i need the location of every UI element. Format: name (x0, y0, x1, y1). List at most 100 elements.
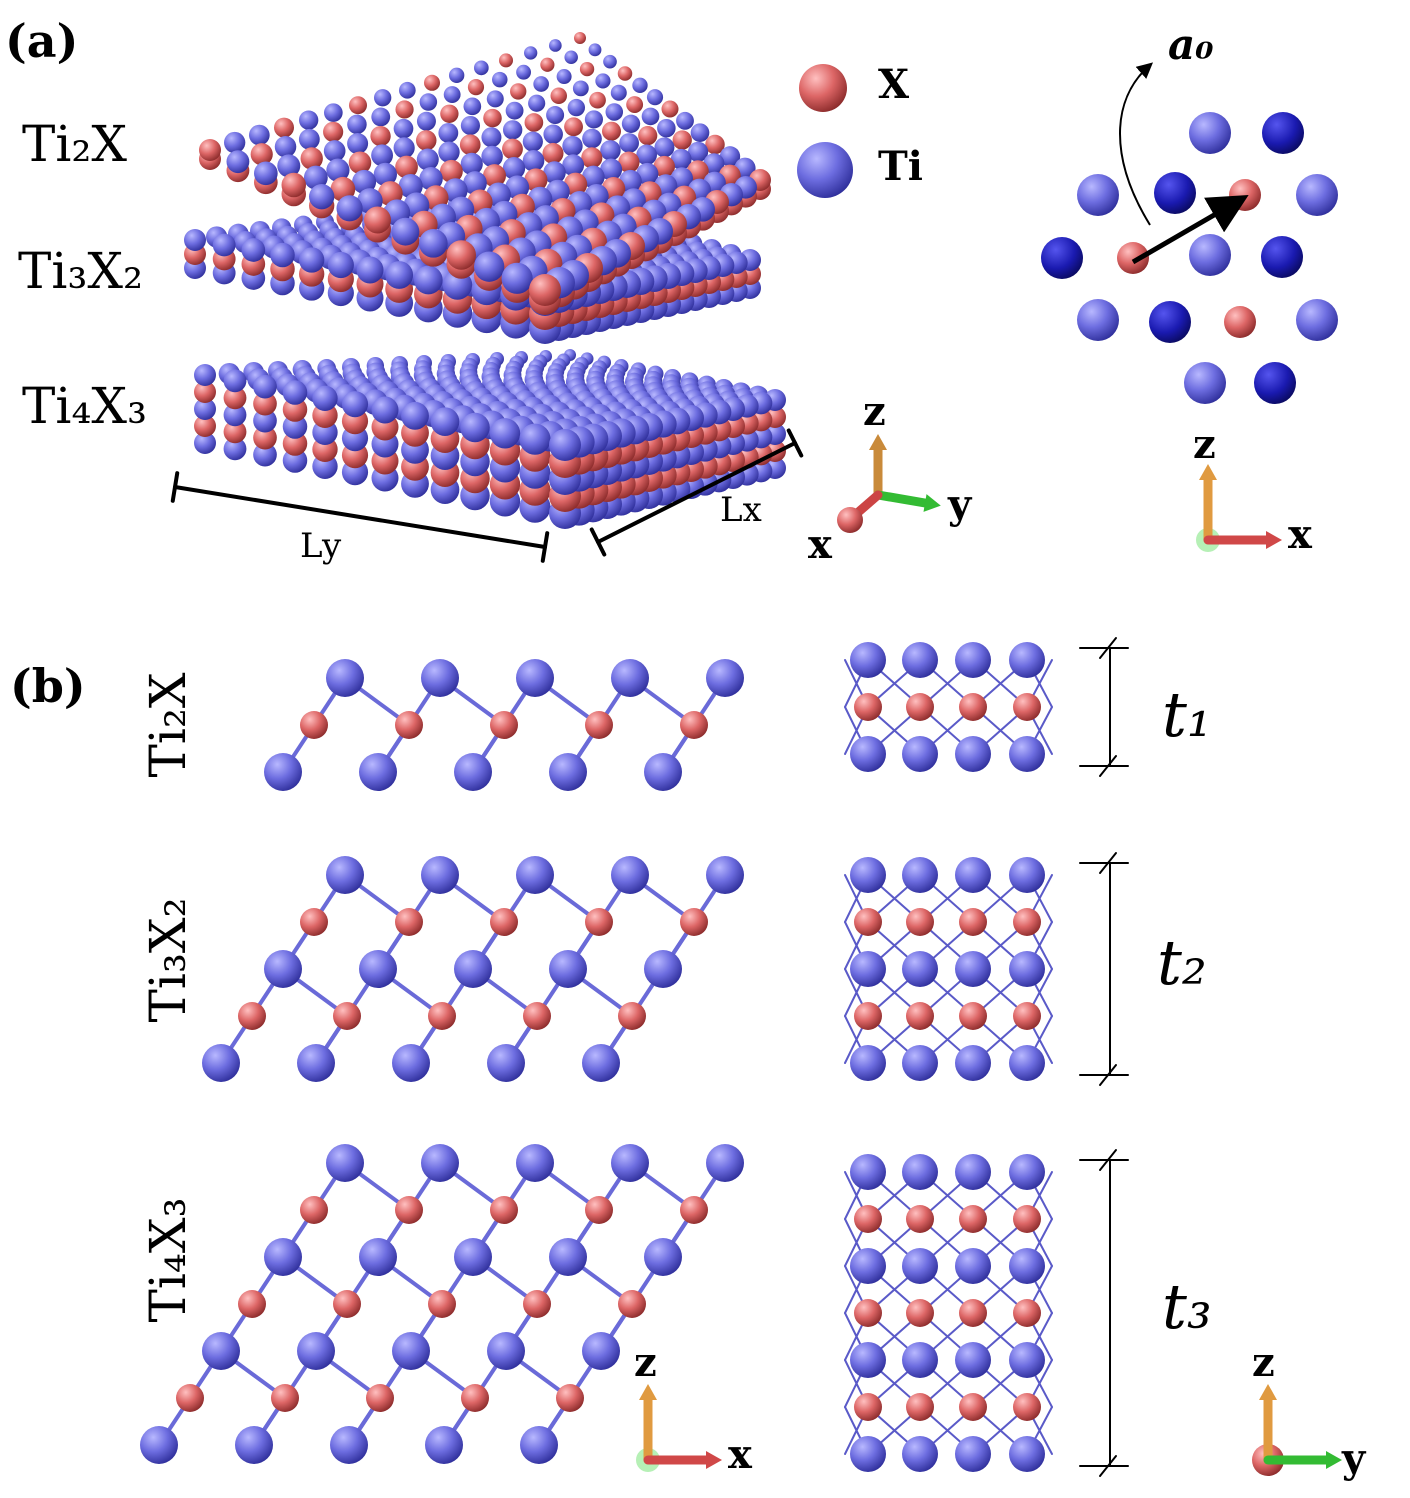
x-atom (1013, 1002, 1041, 1030)
ti-atom (706, 1144, 744, 1182)
x-atom (906, 1393, 934, 1421)
x-atom (602, 121, 621, 141)
ti-atom (528, 94, 546, 112)
x-atom (799, 64, 847, 112)
ti-atom (584, 110, 604, 129)
lattice-vector-label: a₀ (1168, 20, 1214, 69)
ti-atom (1041, 237, 1083, 279)
ti-atom (326, 856, 364, 894)
ti-atom (676, 111, 694, 130)
dimension-line (173, 485, 547, 549)
ti-atom (326, 659, 364, 697)
x-atom (281, 172, 306, 198)
panel-label: (a) (5, 14, 78, 68)
ti-atom (955, 857, 991, 893)
ti-atom (371, 396, 399, 424)
dimension-label: Ly (300, 526, 342, 566)
x-atom (395, 1196, 423, 1224)
x-atom (199, 139, 221, 161)
legend-label: Ti (878, 143, 923, 190)
ti-atom (505, 175, 530, 200)
ti-atom (562, 135, 583, 157)
ti-atom (399, 81, 416, 99)
ti-atom (902, 736, 938, 772)
ti-atom (549, 429, 581, 461)
x-atom (300, 908, 328, 936)
x-atom (854, 1205, 882, 1233)
x-atom (581, 147, 603, 169)
x-atom (370, 125, 391, 147)
ti-atom (487, 1044, 525, 1082)
axis-label: z (863, 388, 886, 435)
x-atom (300, 711, 328, 739)
ti-atom (522, 131, 543, 152)
ti-atom (797, 142, 853, 198)
ti-atom (347, 114, 367, 135)
ti-atom (487, 1332, 525, 1370)
x-atom (490, 908, 518, 936)
arrow-head (1199, 464, 1217, 480)
ti-atom (202, 1044, 240, 1082)
ti-atom (902, 1045, 938, 1081)
ti-atom (486, 90, 504, 108)
x-atom (1013, 1205, 1041, 1233)
thickness-label: t₁ (1162, 678, 1212, 751)
x-atom (250, 143, 273, 166)
ti-atom (562, 154, 585, 177)
x-atom (585, 1196, 613, 1224)
ti-atom (516, 659, 554, 697)
x-atom (618, 1002, 646, 1030)
ti-atom (401, 401, 429, 430)
x-atom (906, 1205, 934, 1233)
ti-atom (438, 123, 459, 143)
ti-atom (955, 1436, 991, 1472)
x-atom (959, 1002, 987, 1030)
ti-atom (1262, 112, 1304, 154)
x-atom (502, 138, 523, 160)
arrow-head (1259, 1384, 1277, 1400)
ti-atom (1009, 857, 1045, 893)
ti-atom (330, 1426, 368, 1464)
x-atom (510, 83, 527, 100)
arrow-head (639, 1384, 657, 1400)
x-atom (661, 100, 679, 118)
ti-atom (430, 407, 460, 436)
ti-atom (644, 753, 682, 791)
x-atom (1013, 693, 1041, 721)
x-atom (395, 100, 414, 119)
dimension-tick (540, 531, 550, 563)
x-atom (524, 168, 548, 192)
x-atom (1224, 306, 1256, 338)
x-atom (176, 1384, 204, 1412)
x-atom (618, 1290, 646, 1318)
ti-atom (481, 127, 502, 148)
x-atom (540, 57, 555, 72)
x-atom (837, 507, 863, 533)
ti-atom (443, 178, 468, 203)
ti-atom (706, 659, 744, 697)
x-atom (333, 1002, 361, 1030)
ti-atom (393, 118, 414, 139)
ti-atom (463, 97, 482, 116)
x-atom (499, 53, 513, 68)
ti-atom (850, 951, 886, 987)
ti-atom (955, 1248, 991, 1284)
ti-atom (641, 107, 660, 126)
x-atom (542, 142, 564, 164)
arrow-head (706, 1451, 722, 1469)
ti-atom (1009, 642, 1045, 678)
ti-atom (416, 111, 436, 131)
ti-atom (1296, 174, 1338, 216)
x-atom (854, 908, 882, 936)
dimension-tick (170, 471, 180, 503)
ti-atom (524, 46, 538, 60)
x-atom (253, 425, 277, 450)
thickness-label: t₃ (1162, 1270, 1212, 1343)
ti-atom (567, 98, 585, 117)
ti-atom (194, 432, 216, 454)
ti-atom (588, 43, 602, 57)
ti-atom (603, 54, 617, 69)
x-atom (959, 1299, 987, 1327)
arrow-head (1266, 531, 1282, 549)
ti-atom (1184, 362, 1226, 404)
